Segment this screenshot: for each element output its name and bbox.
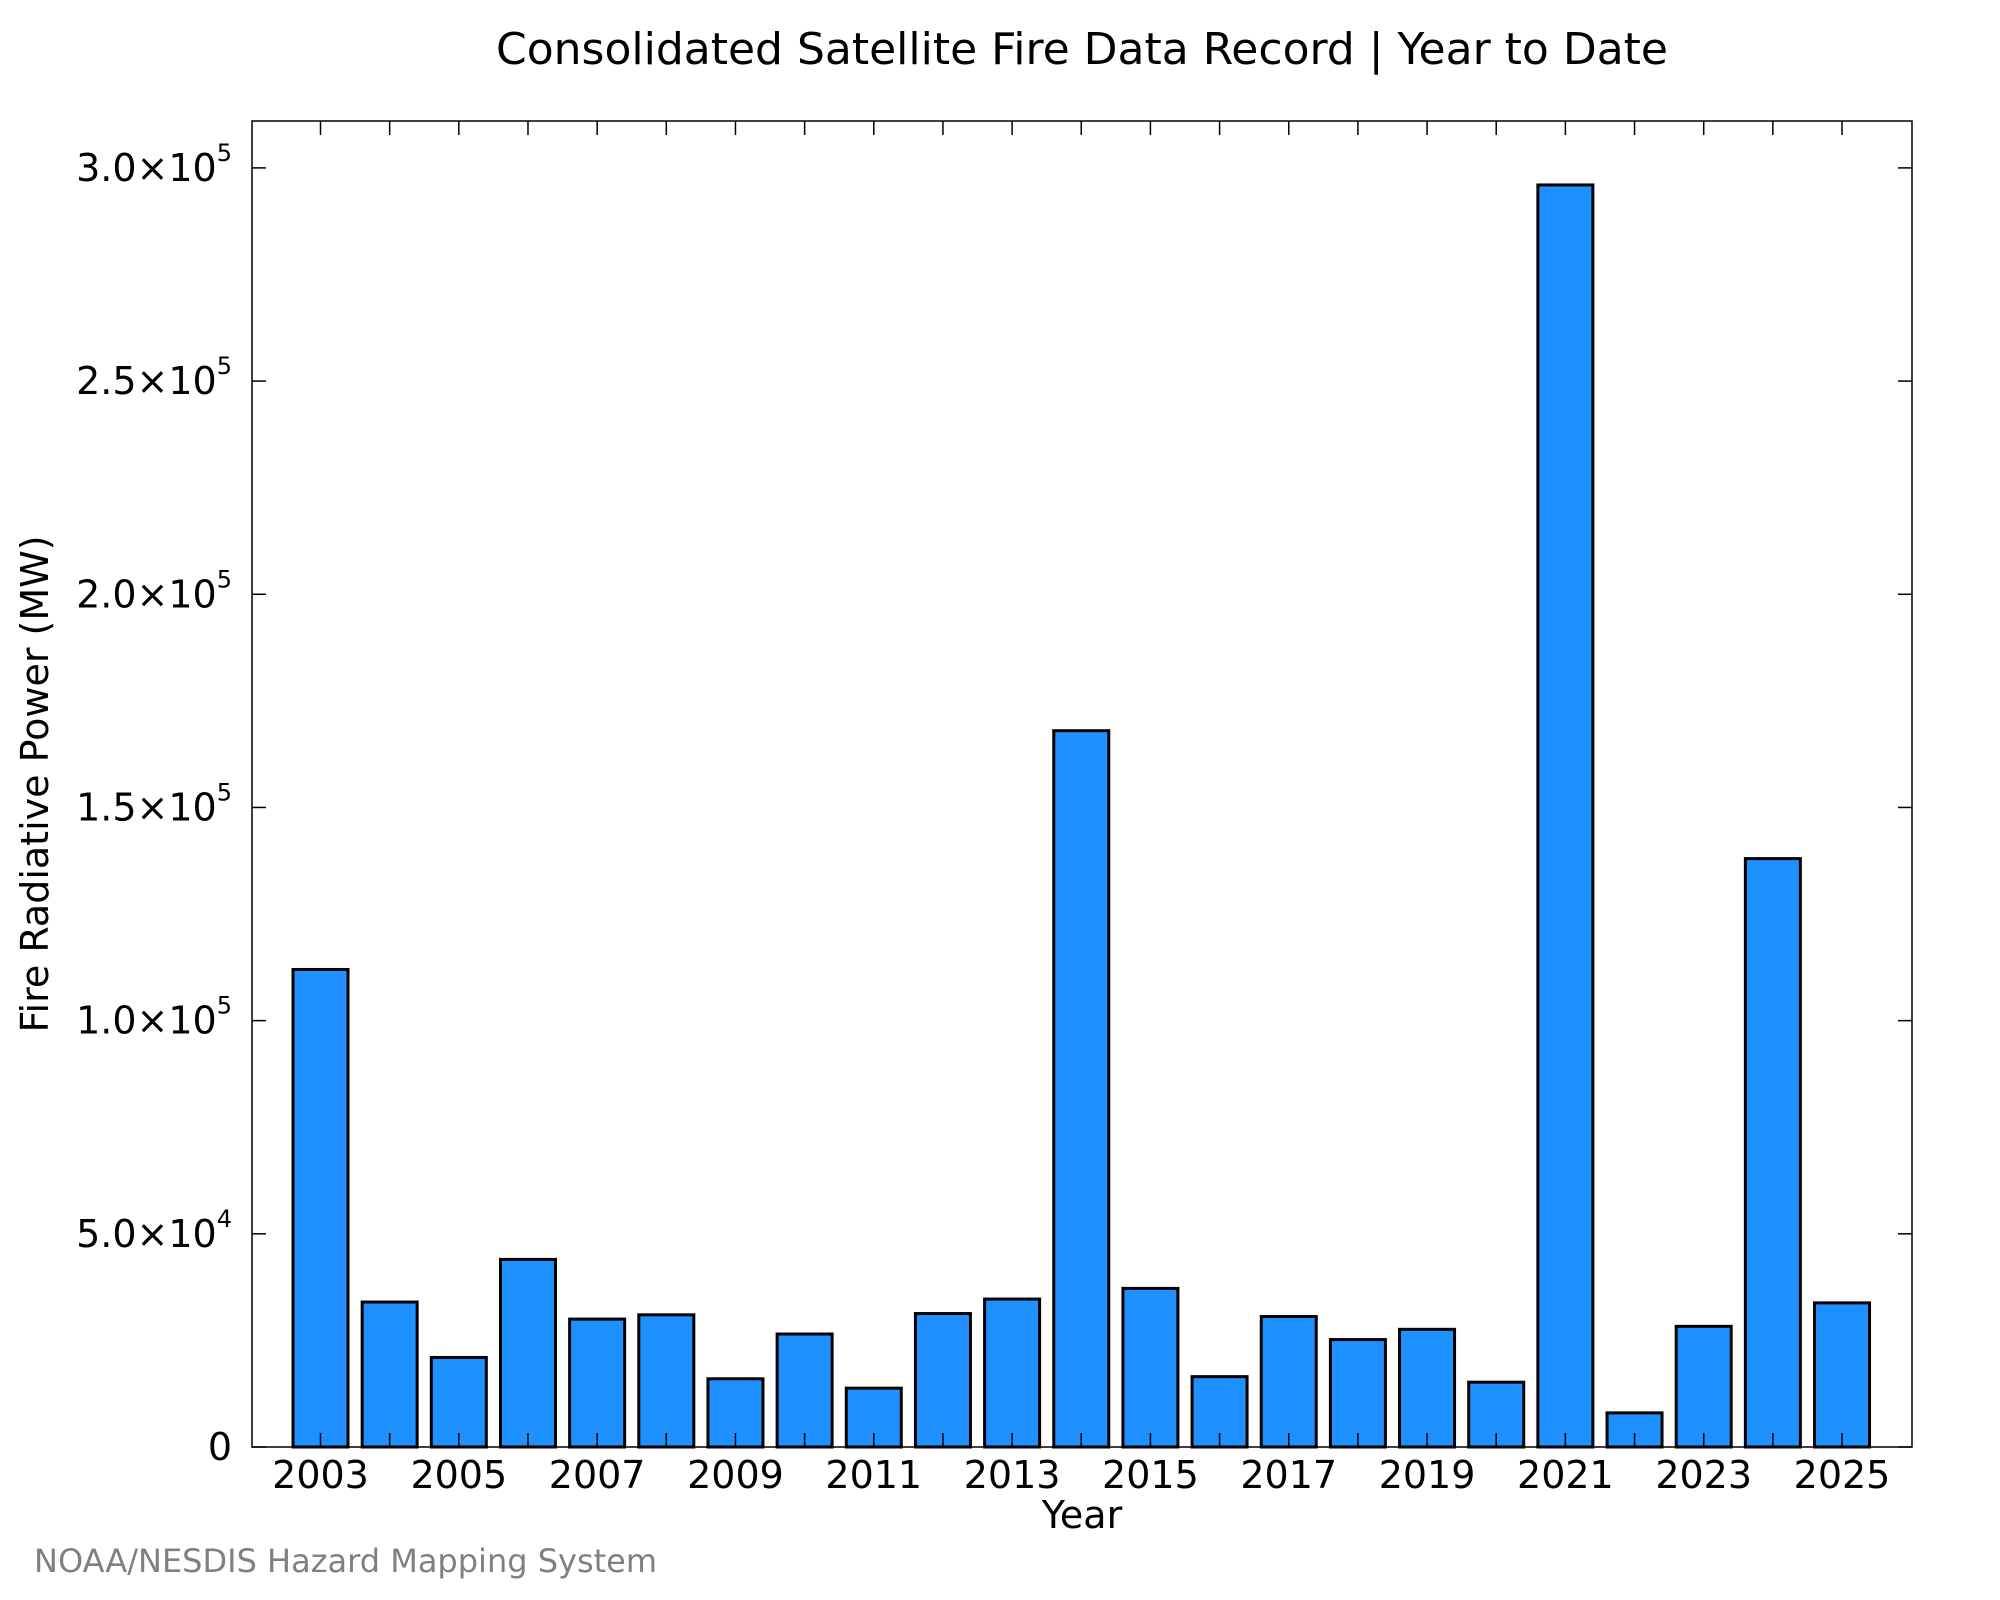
bar-2018 [1328, 1338, 1387, 1449]
bar-2023 [1674, 1324, 1733, 1449]
y-axis-ticks: 05.0×1041.0×1051.5×1052.0×1052.5×1053.0×… [76, 139, 1912, 1469]
bar-2014 [1052, 729, 1111, 1449]
y-tick-label: 0 [208, 1425, 232, 1469]
bars-layer [291, 183, 1872, 1449]
y-tick-label: 5.0×104 [76, 1205, 232, 1256]
bar-2004 [360, 1300, 419, 1449]
y-tick-mantissa: 2.5×10 [76, 359, 217, 403]
bar-2010 [775, 1332, 834, 1449]
bar-2024 [1743, 857, 1802, 1449]
x-axis-ticks: 2003 2005 2007 2009 2011 2013 2015 2017 2019 2021… [272, 121, 1890, 1497]
x-tick-label: 2023 [1655, 1453, 1752, 1497]
y-tick-label: 1.5×105 [76, 778, 232, 829]
x-tick-label: 2013 [964, 1453, 1061, 1497]
bar-2003 [291, 967, 350, 1449]
y-tick-label: 1.0×105 [76, 992, 232, 1043]
bar-2012 [913, 1312, 972, 1449]
x-tick-label: 2017 [1240, 1453, 1337, 1497]
x-axis-label: Year [1041, 1493, 1123, 1537]
bar-2015 [1121, 1286, 1180, 1449]
y-tick-exponent: 5 [217, 139, 232, 167]
y-axis-label: Fire Radiative Power (MW) [13, 535, 57, 1032]
y-tick-exponent: 4 [217, 1205, 232, 1233]
x-tick-label: 2019 [1379, 1453, 1476, 1497]
x-tick-label: 2007 [549, 1453, 646, 1497]
x-tick-label: 2003 [272, 1453, 369, 1497]
y-tick-exponent: 5 [217, 565, 232, 593]
y-tick-mantissa: 3.0×10 [76, 146, 217, 190]
x-tick-label: 2025 [1794, 1453, 1891, 1497]
bar-2021 [1536, 183, 1595, 1449]
bar-2019 [1398, 1327, 1457, 1449]
y-tick-mantissa: 5.0×10 [76, 1212, 217, 1256]
y-tick-label: 2.5×105 [76, 352, 232, 403]
plot-frame [251, 120, 1913, 1448]
y-tick-mantissa: 0 [208, 1425, 232, 1469]
y-tick-mantissa: 1.5×10 [76, 785, 217, 829]
x-tick-label: 2015 [1102, 1453, 1199, 1497]
y-tick-exponent: 5 [217, 352, 232, 380]
bar-2013 [983, 1297, 1042, 1449]
y-tick-exponent: 5 [217, 992, 232, 1020]
y-tick-label: 3.0×105 [76, 139, 232, 190]
x-tick-label: 2011 [825, 1453, 922, 1497]
chart-title: Consolidated Satellite Fire Data Record … [496, 24, 1668, 75]
x-tick-label: 2009 [687, 1453, 784, 1497]
bar-2008 [637, 1313, 696, 1449]
x-tick-label: 2021 [1517, 1453, 1614, 1497]
x-tick-label: 2005 [410, 1453, 507, 1497]
y-tick-mantissa: 2.0×10 [76, 572, 217, 616]
y-tick-mantissa: 1.0×10 [76, 999, 217, 1043]
bar-2007 [568, 1317, 627, 1449]
credit-text: NOAA/NESDIS Hazard Mapping System [34, 1542, 657, 1580]
y-tick-label: 2.0×105 [76, 565, 232, 616]
bar-2017 [1259, 1315, 1318, 1449]
bar-2006 [498, 1257, 557, 1449]
bar-2025 [1813, 1301, 1872, 1449]
y-tick-exponent: 5 [217, 778, 232, 806]
